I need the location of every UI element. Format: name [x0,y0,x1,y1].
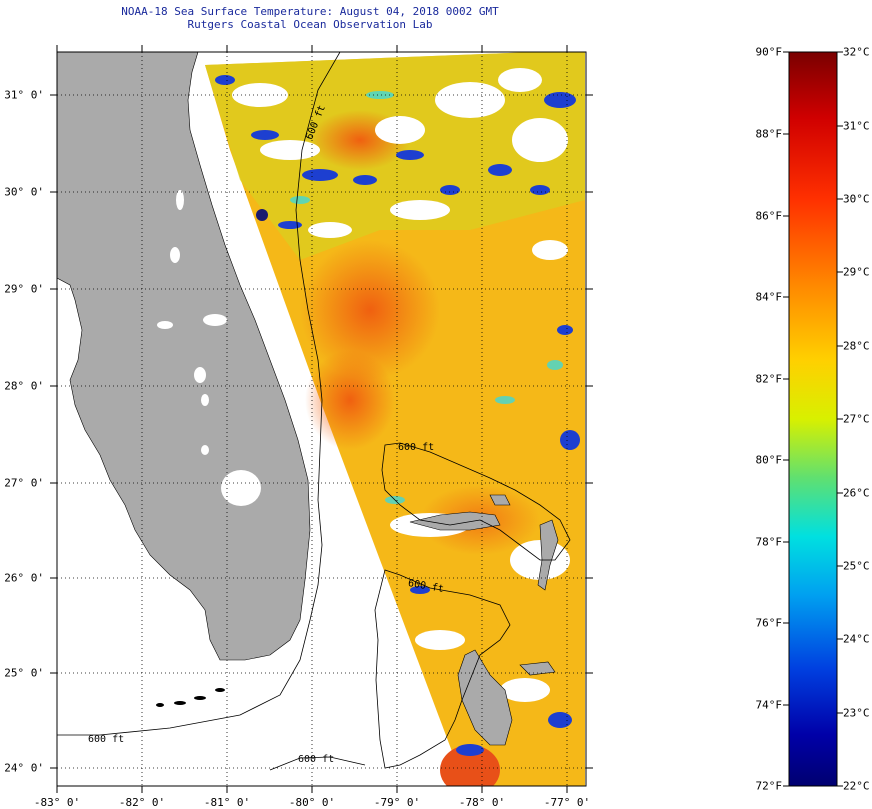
lat-label: 24° 0' [4,761,44,775]
colorbar-c-label: 25°C [843,559,870,573]
isobath-contours [57,52,571,771]
map-title: NOAA-18 Sea Surface Temperature: August … [121,5,499,18]
colorbar-f-label: 78°F [755,535,783,549]
axis-ticks [50,45,593,793]
lon-label: -79° 0' [373,796,421,809]
florida-landmass [57,52,311,661]
lon-label: -80° 0' [288,796,336,809]
colorbar-c-label: 26°C [843,486,870,500]
colorbar-f-label: 72°F [755,779,783,793]
colorbar-c-label: 28°C [843,339,870,353]
colorbar-f-label: 76°F [755,616,783,630]
colorbar-f-label: 74°F [755,698,783,712]
lat-label: 31° 0' [4,88,44,102]
lat-label: 30° 0' [4,185,44,199]
lon-label: -77° 0' [543,796,591,809]
colorbar-c-label: 24°C [843,632,870,646]
lon-label: -83° 0' [33,796,81,809]
colorbar-c-label: 27°C [843,412,870,426]
isobath-label: 600 ft [298,754,334,765]
lat-label: 27° 0' [4,476,44,490]
colorbar-c-label: 29°C [843,265,870,279]
lon-label: -78° 0' [458,796,506,809]
lon-label: -81° 0' [203,796,251,809]
lat-label: 26° 0' [4,571,44,585]
colorbar-c-label: 23°C [843,706,870,720]
lon-label: -82° 0' [118,796,166,809]
florida-keys [156,688,225,707]
lake-okeechobee [221,470,261,506]
colorbar-c-label: 22°C [843,779,870,793]
map-frame [56,51,587,787]
lat-label: 25° 0' [4,666,44,680]
colorbar-f-label: 90°F [755,45,783,59]
colorbar-f-label: 84°F [755,290,783,304]
colorbar-c-label: 31°C [843,119,870,133]
colorbar-f-label: 80°F [755,453,783,467]
colorbar-c-label: 32°C [843,45,870,59]
lat-label: 29° 0' [4,282,44,296]
sst-swath [205,52,585,786]
colorbar-c-label: 30°C [843,192,870,206]
colorbar-ticks [783,51,843,787]
inland-lakes [157,190,227,455]
isobath-label: 600 ft [88,734,124,745]
colorbar [788,51,838,787]
bahamas-islands [409,494,559,746]
lat-label: 28° 0' [4,379,44,393]
isobath-label: 600 ft [398,442,434,453]
colorbar-f-label: 82°F [755,372,783,386]
colorbar-f-label: 86°F [755,209,783,223]
colorbar-f-label: 88°F [755,127,783,141]
graticule [57,52,586,786]
map-subtitle: Rutgers Coastal Ocean Observation Lab [187,18,433,31]
